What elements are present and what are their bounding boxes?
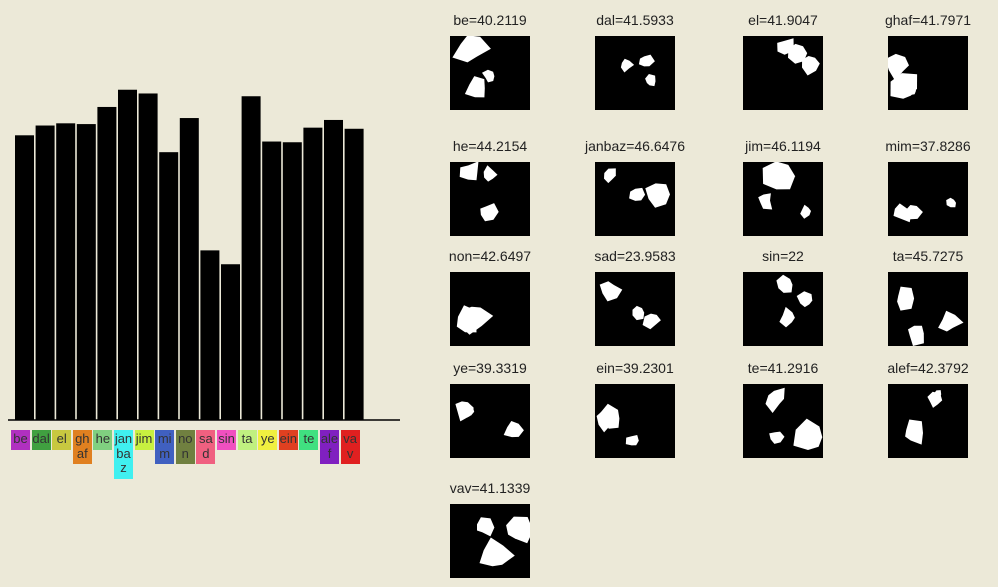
thumbnail-image bbox=[595, 36, 675, 110]
thumbnail: dal=41.5933 bbox=[565, 12, 705, 110]
thumbnail: non=42.6497 bbox=[420, 248, 560, 346]
bar bbox=[97, 107, 116, 420]
thumbnail: he=44.2154 bbox=[420, 138, 560, 236]
bar bbox=[303, 128, 322, 420]
category-label: be bbox=[11, 430, 30, 450]
image-background bbox=[888, 162, 968, 236]
thumbnail-image bbox=[450, 504, 530, 578]
thumbnail-label: ein=39.2301 bbox=[565, 360, 705, 378]
bar bbox=[77, 124, 96, 420]
bar bbox=[221, 264, 240, 420]
thumbnail-image bbox=[450, 384, 530, 458]
thumbnail-label: non=42.6497 bbox=[420, 248, 560, 266]
thumbnail-label: el=41.9047 bbox=[713, 12, 853, 30]
category-label: ye bbox=[258, 430, 277, 450]
category-label: dal bbox=[32, 430, 51, 450]
thumbnail-label: dal=41.5933 bbox=[565, 12, 705, 30]
image-background bbox=[450, 384, 530, 458]
thumbnail-label: mim=37.8286 bbox=[858, 138, 998, 156]
image-background bbox=[450, 272, 530, 346]
thumbnail: mim=37.8286 bbox=[858, 138, 998, 236]
thumbnail-image bbox=[595, 272, 675, 346]
category-label: ein bbox=[279, 430, 298, 450]
bar bbox=[56, 123, 75, 420]
thumbnail: alef=42.3792 bbox=[858, 360, 998, 458]
image-background bbox=[888, 384, 968, 458]
thumbnail-image bbox=[595, 384, 675, 458]
image-background bbox=[595, 36, 675, 110]
thumbnail: sin=22 bbox=[713, 248, 853, 346]
thumbnail-label: ta=45.7275 bbox=[858, 248, 998, 266]
thumbnail-label: he=44.2154 bbox=[420, 138, 560, 156]
category-label: te bbox=[299, 430, 318, 450]
thumbnail-image bbox=[888, 272, 968, 346]
thumbnail-label: jim=46.1194 bbox=[713, 138, 853, 156]
category-label: he bbox=[93, 430, 112, 450]
thumbnail-label: te=41.2916 bbox=[713, 360, 853, 378]
thumbnail-image bbox=[743, 272, 823, 346]
category-label: sad bbox=[196, 430, 215, 464]
page: {"chart_data": {"type": "bar", "categori… bbox=[0, 0, 998, 587]
thumbnail: ein=39.2301 bbox=[565, 360, 705, 458]
thumbnail: ta=45.7275 bbox=[858, 248, 998, 346]
thumbnail-image bbox=[743, 384, 823, 458]
bar bbox=[200, 250, 219, 420]
bar bbox=[118, 90, 137, 420]
thumbnail-image bbox=[743, 36, 823, 110]
bar bbox=[180, 118, 199, 420]
thumbnail-label: sin=22 bbox=[713, 248, 853, 266]
thumbnail: el=41.9047 bbox=[713, 12, 853, 110]
thumbnail-label: be=40.2119 bbox=[420, 12, 560, 30]
bar-chart bbox=[0, 0, 400, 587]
category-label: vav bbox=[341, 430, 360, 464]
category-label: sin bbox=[217, 430, 236, 450]
thumbnail: vav=41.1339 bbox=[420, 480, 560, 578]
category-label: ghaf bbox=[73, 430, 92, 464]
thumbnail-label: janbaz=46.6476 bbox=[565, 138, 705, 156]
thumbnail-label: ghaf=41.7971 bbox=[858, 12, 998, 30]
category-label: janbaz bbox=[114, 430, 133, 479]
thumbnail-image bbox=[450, 272, 530, 346]
bar bbox=[242, 96, 261, 420]
thumbnail: sad=23.9583 bbox=[565, 248, 705, 346]
thumbnail: ye=39.3319 bbox=[420, 360, 560, 458]
thumbnail: janbaz=46.6476 bbox=[565, 138, 705, 236]
thumbnail-label: sad=23.9583 bbox=[565, 248, 705, 266]
category-label: alef bbox=[320, 430, 339, 464]
bar bbox=[36, 126, 55, 420]
thumbnail: be=40.2119 bbox=[420, 12, 560, 110]
thumbnail-image bbox=[888, 384, 968, 458]
thumbnail-image bbox=[888, 162, 968, 236]
bar bbox=[15, 135, 34, 420]
bar bbox=[345, 129, 364, 420]
category-label: el bbox=[52, 430, 71, 450]
bar bbox=[262, 142, 281, 420]
thumbnail-image bbox=[450, 36, 530, 110]
category-label: mim bbox=[155, 430, 174, 464]
thumbnail: te=41.2916 bbox=[713, 360, 853, 458]
thumbnail: ghaf=41.7971 bbox=[858, 12, 998, 110]
thumbnail-image bbox=[450, 162, 530, 236]
bar bbox=[159, 152, 178, 420]
bar bbox=[139, 93, 158, 420]
thumbnail-label: alef=42.3792 bbox=[858, 360, 998, 378]
thumbnail-label: ye=39.3319 bbox=[420, 360, 560, 378]
category-label: non bbox=[176, 430, 195, 464]
category-label: ta bbox=[238, 430, 257, 450]
bar bbox=[324, 120, 343, 420]
thumbnail-image bbox=[595, 162, 675, 236]
category-label: jim bbox=[135, 430, 154, 450]
thumbnail-label: vav=41.1339 bbox=[420, 480, 560, 498]
bar bbox=[283, 142, 302, 420]
thumbnail-image bbox=[888, 36, 968, 110]
thumbnail-image bbox=[743, 162, 823, 236]
thumbnail: jim=46.1194 bbox=[713, 138, 853, 236]
